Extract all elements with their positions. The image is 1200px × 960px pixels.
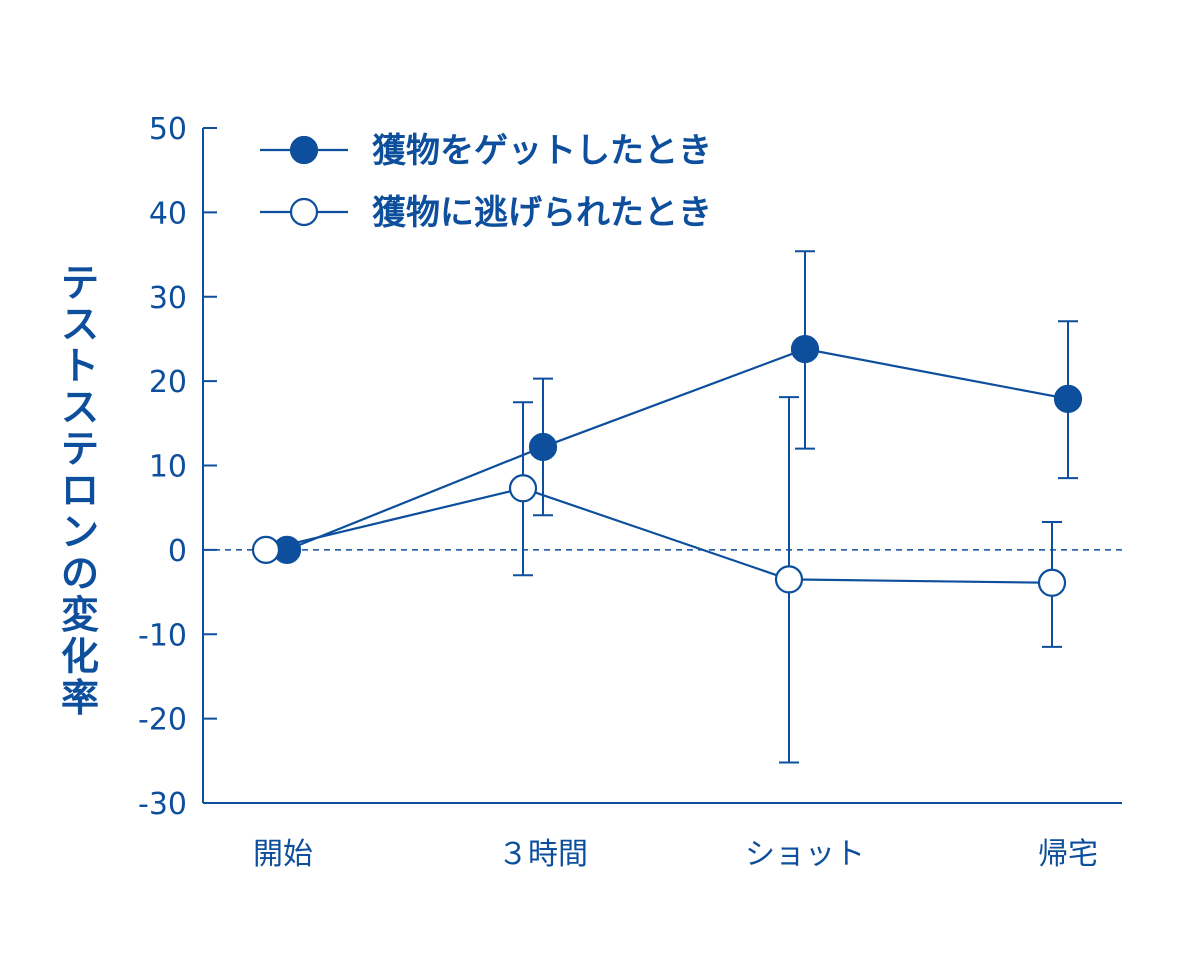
y-axis-label-char: ロ — [61, 469, 99, 513]
y-axis-label-char: ス — [61, 386, 99, 430]
data-point-filled — [790, 334, 820, 364]
y-tick-label: -10 — [138, 618, 187, 653]
x-tick-label: ３時間 — [498, 837, 588, 872]
x-tick-label: 開始 — [253, 837, 313, 872]
legend-label: 獲物をゲットしたとき — [372, 131, 712, 171]
y-tick-label: 30 — [149, 281, 187, 316]
y-axis-label-char: ス — [61, 303, 99, 347]
data-point-filled — [528, 432, 558, 462]
x-axis: 開始 ３時間 ショット 帰宅 — [203, 802, 1122, 872]
data-point-open — [251, 535, 281, 564]
y-axis-label-char: ン — [61, 510, 99, 554]
x-tick-label: 帰宅 — [1038, 837, 1098, 872]
legend-label: 獲物に逃げられたとき — [372, 193, 712, 233]
data-point-open — [508, 474, 538, 503]
y-axis: 50 40 30 20 10 0 -10 -20 -30 — [138, 112, 217, 822]
y-tick-label: -30 — [138, 787, 187, 822]
y-axis-label-char: テ — [61, 427, 99, 471]
y-tick-label: 10 — [149, 450, 187, 485]
y-tick-label: -20 — [138, 703, 187, 738]
legend-marker — [289, 135, 319, 165]
x-tick-label: ショット — [745, 837, 865, 872]
y-axis-label-char: の — [61, 552, 99, 596]
y-axis-label-char: 率 — [61, 676, 99, 720]
y-tick-label: 50 — [149, 112, 187, 147]
y-axis-label-char: テ — [61, 261, 99, 305]
series-line-1 — [265, 487, 1053, 584]
data-point-open — [1037, 568, 1067, 597]
y-tick-label: 0 — [168, 534, 187, 569]
series-line-0 — [286, 347, 1069, 551]
y-axis-label-char: 化 — [61, 635, 99, 679]
y-axis-label-char: ト — [61, 344, 99, 388]
y-tick-label: 40 — [149, 196, 187, 231]
data-point-filled — [1053, 384, 1083, 413]
legend-marker — [289, 197, 319, 227]
series-layer — [251, 250, 1083, 764]
data-point-open — [774, 565, 804, 594]
y-tick-label: 20 — [149, 365, 187, 400]
y-axis-label-char: 変 — [61, 593, 99, 637]
